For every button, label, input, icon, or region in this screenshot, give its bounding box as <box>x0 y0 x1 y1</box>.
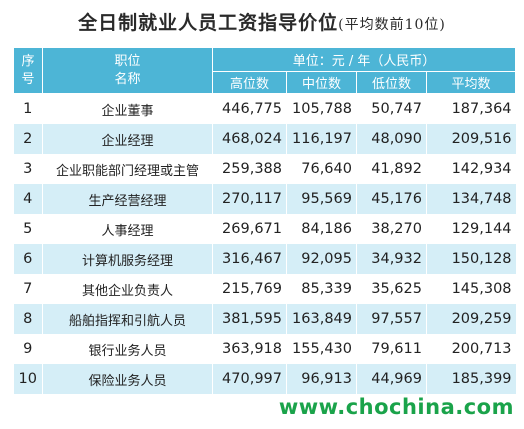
row-median: 96,913 <box>286 364 357 394</box>
row-median: 116,197 <box>286 124 357 154</box>
row-position: 银行业务人员 <box>42 334 213 364</box>
row-average: 187,364 <box>425 93 516 124</box>
row-median: 85,339 <box>286 274 357 304</box>
row-average: 145,308 <box>425 274 516 304</box>
row-median: 76,640 <box>286 154 357 184</box>
row-high: 446,775 <box>212 93 287 124</box>
header-position: 职位 名称 <box>42 47 213 94</box>
table-row: 7 其他企业负责人 215,769 85,339 35,625 145,308 <box>13 274 516 304</box>
table-row: 9 银行业务人员 363,918 155,430 79,611 200,713 <box>13 334 516 364</box>
title-subtitle: (平均数前10位) <box>338 17 446 33</box>
row-index: 6 <box>13 244 43 274</box>
row-high: 470,997 <box>212 364 287 394</box>
row-median: 92,095 <box>286 244 357 274</box>
table-row: 2 企业经理 468,024 116,197 48,090 209,516 <box>13 124 516 154</box>
table-row: 6 计算机服务经理 316,467 92,095 34,932 150,128 <box>13 244 516 274</box>
row-average: 209,259 <box>425 304 516 334</box>
row-median: 155,430 <box>286 334 357 364</box>
row-index: 1 <box>13 93 43 124</box>
row-index: 7 <box>13 274 43 304</box>
header-average: 平均数 <box>425 71 517 94</box>
salary-table: 序号 职位 名称 单位：元 / 年（人民币） 高位数 中位数 低位数 平均数 1 … <box>13 47 517 394</box>
row-average: 134,748 <box>425 184 516 214</box>
table-row: 5 人事经理 269,671 84,186 38,270 129,144 <box>13 214 516 244</box>
row-median: 95,569 <box>286 184 357 214</box>
row-position: 船舶指挥和引航人员 <box>42 304 213 334</box>
row-low: 50,747 <box>356 93 427 124</box>
row-high: 468,024 <box>212 124 287 154</box>
row-position: 企业职能部门经理或主管 <box>42 154 213 184</box>
row-low: 97,557 <box>356 304 427 334</box>
watermark: www.chochina.com <box>278 395 514 419</box>
row-average: 209,516 <box>425 124 516 154</box>
title-main: 全日制就业人员工资指导价位 <box>78 12 339 34</box>
row-high: 269,671 <box>212 214 287 244</box>
row-low: 35,625 <box>356 274 427 304</box>
row-high: 259,388 <box>212 154 287 184</box>
table-row: 8 船舶指挥和引航人员 381,595 163,849 97,557 209,2… <box>13 304 516 334</box>
header-low: 低位数 <box>356 71 427 94</box>
row-position: 其他企业负责人 <box>42 274 213 304</box>
row-average: 150,128 <box>425 244 516 274</box>
row-median: 84,186 <box>286 214 357 244</box>
row-position: 生产经营经理 <box>42 184 213 214</box>
page-title: 全日制就业人员工资指导价位(平均数前10位) <box>0 8 524 35</box>
row-index: 8 <box>13 304 43 334</box>
row-low: 45,176 <box>356 184 427 214</box>
row-median: 163,849 <box>286 304 357 334</box>
row-index: 2 <box>13 124 43 154</box>
row-average: 142,934 <box>425 154 516 184</box>
row-low: 41,892 <box>356 154 427 184</box>
header-high: 高位数 <box>212 71 287 94</box>
row-index: 3 <box>13 154 43 184</box>
row-position: 企业董事 <box>42 93 213 124</box>
row-high: 363,918 <box>212 334 287 364</box>
row-position: 人事经理 <box>42 214 213 244</box>
table-row: 10 保险业务人员 470,997 96,913 44,969 185,399 <box>13 364 516 394</box>
table-body: 1 企业董事 446,775 105,788 50,747 187,364 2 … <box>13 93 516 394</box>
row-average: 200,713 <box>425 334 516 364</box>
row-median: 105,788 <box>286 93 357 124</box>
table-row: 3 企业职能部门经理或主管 259,388 76,640 41,892 142,… <box>13 154 516 184</box>
row-high: 381,595 <box>212 304 287 334</box>
row-low: 48,090 <box>356 124 427 154</box>
header-index: 序号 <box>13 47 43 94</box>
header-median: 中位数 <box>286 71 357 94</box>
row-position: 保险业务人员 <box>42 364 213 394</box>
row-index: 9 <box>13 334 43 364</box>
row-low: 44,969 <box>356 364 427 394</box>
table-row: 4 生产经营经理 270,117 95,569 45,176 134,748 <box>13 184 516 214</box>
row-index: 4 <box>13 184 43 214</box>
table-row: 1 企业董事 446,775 105,788 50,747 187,364 <box>13 93 516 124</box>
row-high: 270,117 <box>212 184 287 214</box>
row-average: 185,399 <box>425 364 516 394</box>
row-high: 215,769 <box>212 274 287 304</box>
row-average: 129,144 <box>425 214 516 244</box>
header-unit: 单位：元 / 年（人民币） <box>211 47 517 72</box>
row-index: 10 <box>13 364 43 394</box>
row-high: 316,467 <box>212 244 287 274</box>
row-index: 5 <box>13 214 43 244</box>
row-low: 38,270 <box>356 214 427 244</box>
row-low: 34,932 <box>356 244 427 274</box>
row-low: 79,611 <box>356 334 427 364</box>
row-position: 计算机服务经理 <box>42 244 213 274</box>
row-position: 企业经理 <box>42 124 213 154</box>
